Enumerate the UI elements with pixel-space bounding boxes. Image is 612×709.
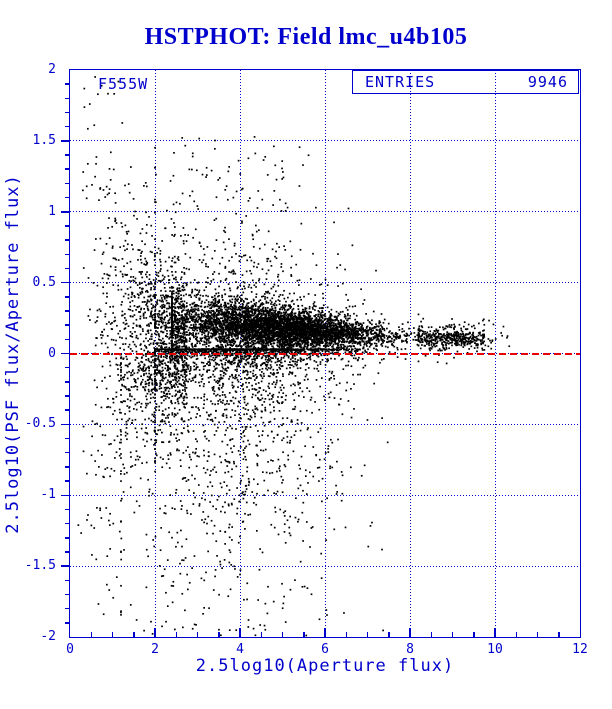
x-tick-mark [218, 632, 220, 637]
y-tick-mark [61, 140, 70, 142]
x-tick-mark [494, 628, 496, 637]
entries-box: ENTRIES 9946 [352, 70, 579, 94]
x-tick-label: 0 [66, 642, 74, 657]
x-tick-mark [324, 628, 326, 637]
y-tick-mark [65, 622, 70, 624]
y-tick-mark [61, 565, 70, 567]
entries-label: ENTRIES [365, 73, 436, 91]
x-tick-mark [90, 632, 92, 637]
x-tick-label: 6 [321, 642, 329, 657]
y-tick-mark [65, 551, 70, 553]
x-tick-mark [366, 632, 369, 637]
x-tick-label: 10 [487, 642, 503, 657]
x-tick-mark [175, 632, 177, 637]
y-tick-mark [65, 253, 70, 256]
y-tick-mark [65, 508, 70, 511]
y-tick-mark [65, 324, 70, 326]
y-tick-mark [61, 211, 70, 213]
y-tick-mark [65, 437, 70, 440]
y-tick-label: -2 [40, 629, 56, 644]
y-tick-label: 2 [48, 62, 56, 77]
x-tick-mark [133, 632, 135, 637]
y-tick-mark [65, 267, 70, 270]
x-tick-mark [281, 632, 284, 637]
y-tick-mark [65, 579, 70, 582]
x-axis-title: 2.5log10(Aperture flux) [195, 656, 455, 676]
x-tick-mark [451, 632, 454, 637]
x-tick-label: 12 [572, 642, 588, 657]
x-tick-mark [388, 632, 390, 637]
zero-residual-line [70, 352, 580, 355]
y-tick-mark [65, 366, 70, 369]
y-tick-mark [65, 480, 70, 482]
filter-label: F555W [98, 75, 149, 93]
y-tick-mark [65, 196, 70, 199]
x-tick-mark [536, 632, 539, 637]
y-tick-mark [65, 182, 70, 185]
y-tick-mark [65, 409, 70, 411]
y-tick-mark [61, 352, 70, 355]
page-title: HSTPHOT: Field lmc_u4b105 [144, 24, 468, 50]
y-tick-mark [65, 338, 70, 341]
y-tick-mark [61, 281, 70, 284]
y-tick-label: -0.5 [24, 416, 56, 432]
x-tick-mark [473, 632, 475, 637]
y-tick-mark [65, 154, 70, 156]
y-tick-mark [65, 239, 70, 241]
y-tick-mark [65, 381, 70, 383]
y-tick-mark [65, 111, 70, 114]
x-tick-label: 4 [236, 642, 244, 657]
y-tick-mark [65, 310, 70, 312]
y-tick-mark [65, 83, 70, 85]
x-tick-mark [515, 632, 517, 637]
y-tick-label: 0.5 [32, 274, 56, 290]
y-tick-mark [65, 225, 70, 227]
plot-area: F555W ENTRIES 9946 [69, 69, 581, 638]
y-tick-mark [65, 593, 70, 596]
entries-value: 9946 [527, 73, 568, 91]
x-tick-mark [558, 632, 560, 637]
y-tick-mark [65, 125, 70, 128]
y-tick-mark [65, 451, 70, 454]
x-tick-mark [111, 632, 114, 637]
y-tick-mark [65, 97, 70, 100]
x-tick-mark [409, 628, 411, 637]
y-tick-label: -1 [40, 487, 56, 503]
x-tick-label: 8 [406, 642, 414, 657]
x-tick-mark [239, 628, 241, 637]
y-tick-mark [65, 537, 70, 539]
y-tick-label: 1.5 [32, 132, 56, 148]
y-tick-mark [61, 423, 70, 426]
y-tick-label: 0 [48, 345, 56, 361]
y-tick-label: -1.5 [24, 558, 56, 574]
y-tick-mark [65, 607, 70, 610]
x-tick-mark [154, 628, 156, 637]
x-tick-label: 2 [151, 642, 159, 657]
y-tick-mark [65, 168, 70, 170]
y-tick-mark [65, 522, 70, 525]
y-tick-mark [65, 466, 70, 468]
y-tick-mark [65, 395, 70, 397]
y-tick-mark [61, 494, 70, 496]
x-tick-mark [196, 632, 199, 637]
y-tick-mark [65, 296, 70, 298]
x-tick-mark [303, 632, 305, 637]
x-tick-mark [430, 632, 432, 637]
x-tick-mark [345, 632, 347, 637]
x-tick-mark [260, 632, 262, 637]
y-tick-label: 1 [48, 203, 56, 219]
